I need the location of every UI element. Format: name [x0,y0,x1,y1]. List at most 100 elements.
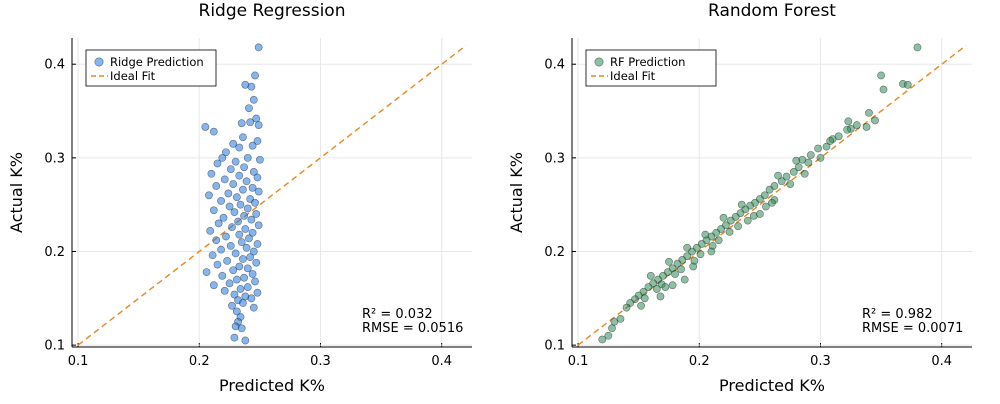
data-point [822,142,831,151]
data-point [765,185,774,194]
data-point [871,116,879,125]
data-point [248,270,257,278]
data-point [689,262,698,271]
data-point [220,286,229,295]
data-point [253,137,262,145]
data-point [668,281,677,290]
data-point [243,153,252,162]
data-point [604,331,613,340]
data-point [248,183,257,192]
r-squared-annotation: R² = 0.032 [362,307,433,322]
y-tick-label: 0.1 [44,339,65,354]
y-tick-label: 0.1 [544,339,565,354]
data-point [726,216,735,225]
data-point [248,141,257,150]
data-point [804,158,813,167]
data-point [743,216,752,225]
data-point [913,43,922,52]
rmse-annotation: RMSE = 0.0516 [362,321,463,336]
data-point [229,139,238,148]
data-point [217,197,225,205]
data-point [774,171,782,180]
data-point [622,303,631,312]
data-point [245,104,253,113]
data-point [248,228,257,237]
y-tick-label: 0.2 [44,245,65,260]
data-point [644,283,653,291]
data-point [239,133,247,142]
data-point [249,167,258,176]
chart-title: Ridge Regression [199,1,346,21]
data-point [800,169,809,178]
data-point [212,236,221,245]
x-tick-label: 0.1 [68,354,89,369]
x-tick-label: 0.2 [689,354,710,369]
data-point [665,257,673,266]
data-point [252,210,261,218]
data-point [251,71,259,80]
data-point [201,123,210,131]
data-point [637,301,645,310]
data-point [231,157,240,166]
y-tick-label: 0.3 [544,151,565,166]
data-point [237,119,246,128]
data-point [701,230,710,239]
data-point [220,175,229,184]
data-point [235,171,244,180]
x-tick-label: 0.4 [431,354,452,369]
data-point [236,285,245,293]
data-point [253,288,262,297]
data-point [249,303,258,312]
legend-label-points: Ridge Prediction [110,55,204,69]
data-point [208,251,217,260]
x-tick-label: 0.2 [189,354,210,369]
data-point [254,43,263,52]
data-point [235,230,244,239]
data-point [249,247,258,256]
x-axis-label: Predicted K% [219,376,325,395]
rmse-annotation: RMSE = 0.0071 [862,321,963,336]
data-point [209,281,218,290]
legend-box [585,49,717,87]
data-point [230,208,239,217]
x-tick-label: 0.4 [931,354,952,369]
data-point [209,127,218,136]
data-point [224,189,233,198]
data-point [240,273,249,282]
data-point [598,335,607,344]
data-point [240,163,249,172]
data-point [219,213,228,222]
data-point [249,95,258,104]
data-point [222,232,230,241]
data-point [241,336,250,345]
data-point [816,153,825,162]
x-tick-label: 0.3 [310,354,331,369]
x-tick-label: 0.3 [810,354,831,369]
data-point [879,85,888,94]
data-point [755,210,764,218]
data-point [661,283,670,291]
data-point [245,234,253,243]
legend-label-line: Ideal Fit [110,69,156,83]
data-point [814,144,822,153]
data-point [254,221,263,230]
data-point [782,172,791,181]
data-point [237,324,246,333]
data-point [241,225,250,233]
data-point [242,243,251,252]
data-point [222,148,230,157]
data-point [229,266,238,275]
data-point [239,299,247,307]
legend-box [85,49,217,87]
data-point [213,260,222,269]
legend-marker-points [94,57,104,67]
random-forest-panel: 0.1 0.2 0.3 0.4 0.1 0.2 0.3 0.4 Random Forest Pre… [507,1,972,395]
data-point [232,307,241,316]
legend-label-line: Ideal Fit [610,69,656,83]
data-point [616,315,625,323]
data-point [844,117,853,126]
data-point [226,241,235,250]
data-point [768,198,776,207]
y-tick-label: 0.3 [44,151,65,166]
x-axis-label: Predicted K% [719,376,825,395]
